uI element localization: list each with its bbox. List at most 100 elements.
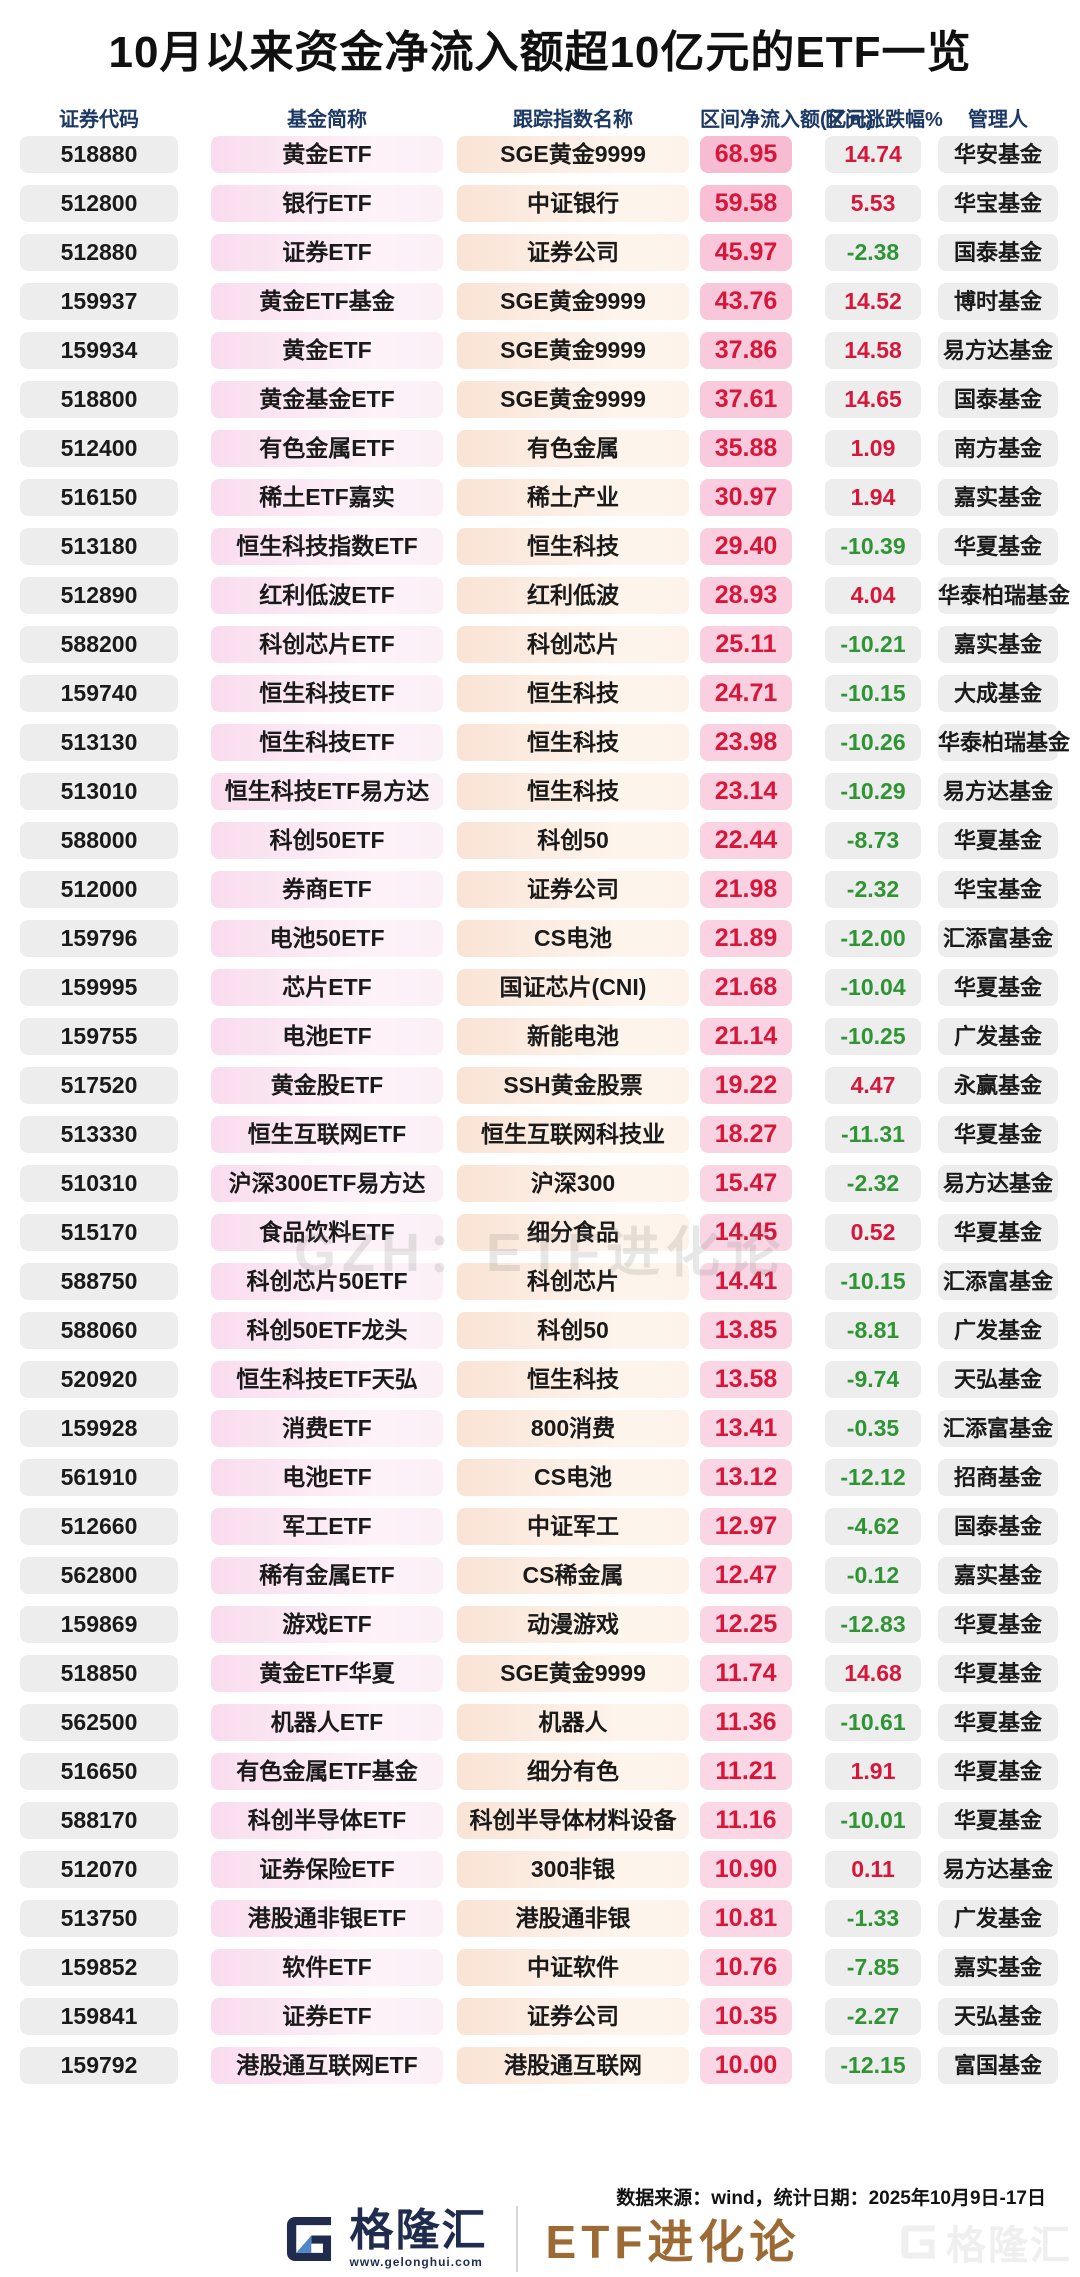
table-row: 561910 电池ETF CS电池 13.12 -12.12 招商基金 bbox=[20, 1453, 1060, 1502]
table-row: 513330 恒生互联网ETF 恒生互联网科技业 18.27 -11.31 华夏… bbox=[20, 1110, 1060, 1159]
change-pct-cell: 1.91 bbox=[825, 1753, 921, 1790]
col-header-change: 区间涨跌幅% bbox=[825, 108, 943, 131]
net-inflow-cell: 25.11 bbox=[700, 626, 792, 663]
table-row: 588200 科创芯片ETF 科创芯片 25.11 -10.21 嘉实基金 bbox=[20, 620, 1060, 669]
net-inflow-cell: 10.90 bbox=[700, 1851, 792, 1888]
net-inflow-cell: 13.12 bbox=[700, 1459, 792, 1496]
manager-cell: 大成基金 bbox=[938, 675, 1058, 712]
change-pct-cell: 14.65 bbox=[825, 381, 921, 418]
corner-watermark-text: 格隆汇 bbox=[946, 2224, 1072, 2268]
index-name-cell: 恒生科技 bbox=[457, 528, 689, 565]
index-name-cell: 新能电池 bbox=[457, 1018, 689, 1055]
fund-name-cell: 有色金属ETF基金 bbox=[211, 1753, 443, 1790]
net-inflow-cell: 12.47 bbox=[700, 1557, 792, 1594]
security-code-cell: 516650 bbox=[20, 1753, 178, 1790]
manager-cell: 嘉实基金 bbox=[938, 626, 1058, 663]
change-pct-cell: -12.00 bbox=[825, 920, 921, 957]
change-pct-cell: -10.01 bbox=[825, 1802, 921, 1839]
index-name-cell: 恒生科技 bbox=[457, 675, 689, 712]
security-code-cell: 517520 bbox=[20, 1067, 178, 1104]
security-code-cell: 588000 bbox=[20, 822, 178, 859]
net-inflow-cell: 43.76 bbox=[700, 283, 792, 320]
etf-table: 证券代码 基金简称 跟踪指数名称 区间净流入额(亿元) 区间涨跌幅% 管理人 5… bbox=[0, 104, 1080, 2090]
index-name-cell: CS稀金属 bbox=[457, 1557, 689, 1594]
change-pct-cell: 0.52 bbox=[825, 1214, 921, 1251]
manager-cell: 华夏基金 bbox=[938, 1753, 1058, 1790]
manager-cell: 华宝基金 bbox=[938, 871, 1058, 908]
security-code-cell: 512800 bbox=[20, 185, 178, 222]
fund-name-cell: 银行ETF bbox=[211, 185, 443, 222]
index-name-cell: 科创芯片 bbox=[457, 626, 689, 663]
security-code-cell: 159928 bbox=[20, 1410, 178, 1447]
manager-cell: 华泰柏瑞基金 bbox=[938, 724, 1070, 761]
index-name-cell: 科创半导体材料设备 bbox=[457, 1802, 689, 1839]
table-row: 512880 证券ETF 证券公司 45.97 -2.38 国泰基金 bbox=[20, 228, 1060, 277]
gelonghui-url: www.gelonghui.com bbox=[349, 2255, 483, 2269]
manager-cell: 天弘基金 bbox=[938, 1998, 1058, 2035]
table-row: 512070 证券保险ETF 300非银 10.90 0.11 易方达基金 bbox=[20, 1845, 1060, 1894]
security-code-cell: 588200 bbox=[20, 626, 178, 663]
manager-cell: 嘉实基金 bbox=[938, 1557, 1058, 1594]
manager-cell: 汇添富基金 bbox=[938, 1263, 1058, 1300]
index-name-cell: SGE黄金9999 bbox=[457, 1655, 689, 1692]
security-code-cell: 515170 bbox=[20, 1214, 178, 1251]
index-name-cell: 中证软件 bbox=[457, 1949, 689, 1986]
fund-name-cell: 科创半导体ETF bbox=[211, 1802, 443, 1839]
index-name-cell: SSH黄金股票 bbox=[457, 1067, 689, 1104]
security-code-cell: 513750 bbox=[20, 1900, 178, 1937]
net-inflow-cell: 21.89 bbox=[700, 920, 792, 957]
change-pct-cell: -10.15 bbox=[825, 675, 921, 712]
fund-name-cell: 军工ETF bbox=[211, 1508, 443, 1545]
index-name-cell: 恒生互联网科技业 bbox=[457, 1116, 689, 1153]
manager-cell: 招商基金 bbox=[938, 1459, 1058, 1496]
net-inflow-cell: 14.41 bbox=[700, 1263, 792, 1300]
change-pct-cell: 1.09 bbox=[825, 430, 921, 467]
index-name-cell: 科创50 bbox=[457, 1312, 689, 1349]
col-header-name: 基金简称 bbox=[287, 108, 367, 131]
security-code-cell: 588060 bbox=[20, 1312, 178, 1349]
index-name-cell: 机器人 bbox=[457, 1704, 689, 1741]
net-inflow-cell: 11.16 bbox=[700, 1802, 792, 1839]
index-name-cell: 动漫游戏 bbox=[457, 1606, 689, 1643]
table-row: 159792 港股通互联网ETF 港股通互联网 10.00 -12.15 富国基… bbox=[20, 2041, 1060, 2090]
fund-name-cell: 黄金ETF基金 bbox=[211, 283, 443, 320]
index-name-cell: 细分食品 bbox=[457, 1214, 689, 1251]
table-row: 513130 恒生科技ETF 恒生科技 23.98 -10.26 华泰柏瑞基金 bbox=[20, 718, 1070, 767]
table-row: 159869 游戏ETF 动漫游戏 12.25 -12.83 华夏基金 bbox=[20, 1600, 1060, 1649]
change-pct-cell: -12.12 bbox=[825, 1459, 921, 1496]
index-name-cell: 科创芯片 bbox=[457, 1263, 689, 1300]
fund-name-cell: 黄金ETF bbox=[211, 136, 443, 173]
index-name-cell: 300非银 bbox=[457, 1851, 689, 1888]
manager-cell: 华夏基金 bbox=[938, 822, 1058, 859]
security-code-cell: 159755 bbox=[20, 1018, 178, 1055]
net-inflow-cell: 13.41 bbox=[700, 1410, 792, 1447]
change-pct-cell: -2.32 bbox=[825, 871, 921, 908]
net-inflow-cell: 10.76 bbox=[700, 1949, 792, 1986]
security-code-cell: 159841 bbox=[20, 1998, 178, 2035]
change-pct-cell: -11.31 bbox=[825, 1116, 921, 1153]
change-pct-cell: -8.81 bbox=[825, 1312, 921, 1349]
manager-cell: 易方达基金 bbox=[938, 773, 1058, 810]
index-name-cell: 中证军工 bbox=[457, 1508, 689, 1545]
index-name-cell: 港股通互联网 bbox=[457, 2047, 689, 2084]
manager-cell: 华夏基金 bbox=[938, 1606, 1058, 1643]
net-inflow-cell: 19.22 bbox=[700, 1067, 792, 1104]
fund-name-cell: 恒生科技指数ETF bbox=[211, 528, 443, 565]
change-pct-cell: 4.47 bbox=[825, 1067, 921, 1104]
fund-name-cell: 恒生科技ETF bbox=[211, 724, 443, 761]
security-code-cell: 512000 bbox=[20, 871, 178, 908]
net-inflow-cell: 45.97 bbox=[700, 234, 792, 271]
table-row: 513180 恒生科技指数ETF 恒生科技 29.40 -10.39 华夏基金 bbox=[20, 522, 1060, 571]
security-code-cell: 513330 bbox=[20, 1116, 178, 1153]
fund-name-cell: 黄金基金ETF bbox=[211, 381, 443, 418]
page-title: 10月以来资金净流入额超10亿元的ETF一览 bbox=[108, 28, 972, 77]
net-inflow-cell: 59.58 bbox=[700, 185, 792, 222]
index-name-cell: 红利低波 bbox=[457, 577, 689, 614]
change-pct-cell: -10.15 bbox=[825, 1263, 921, 1300]
change-pct-cell: -2.38 bbox=[825, 234, 921, 271]
change-pct-cell: -2.27 bbox=[825, 1998, 921, 2035]
security-code-cell: 516150 bbox=[20, 479, 178, 516]
security-code-cell: 518800 bbox=[20, 381, 178, 418]
table-row: 512800 银行ETF 中证银行 59.58 5.53 华宝基金 bbox=[20, 179, 1060, 228]
net-inflow-cell: 12.97 bbox=[700, 1508, 792, 1545]
